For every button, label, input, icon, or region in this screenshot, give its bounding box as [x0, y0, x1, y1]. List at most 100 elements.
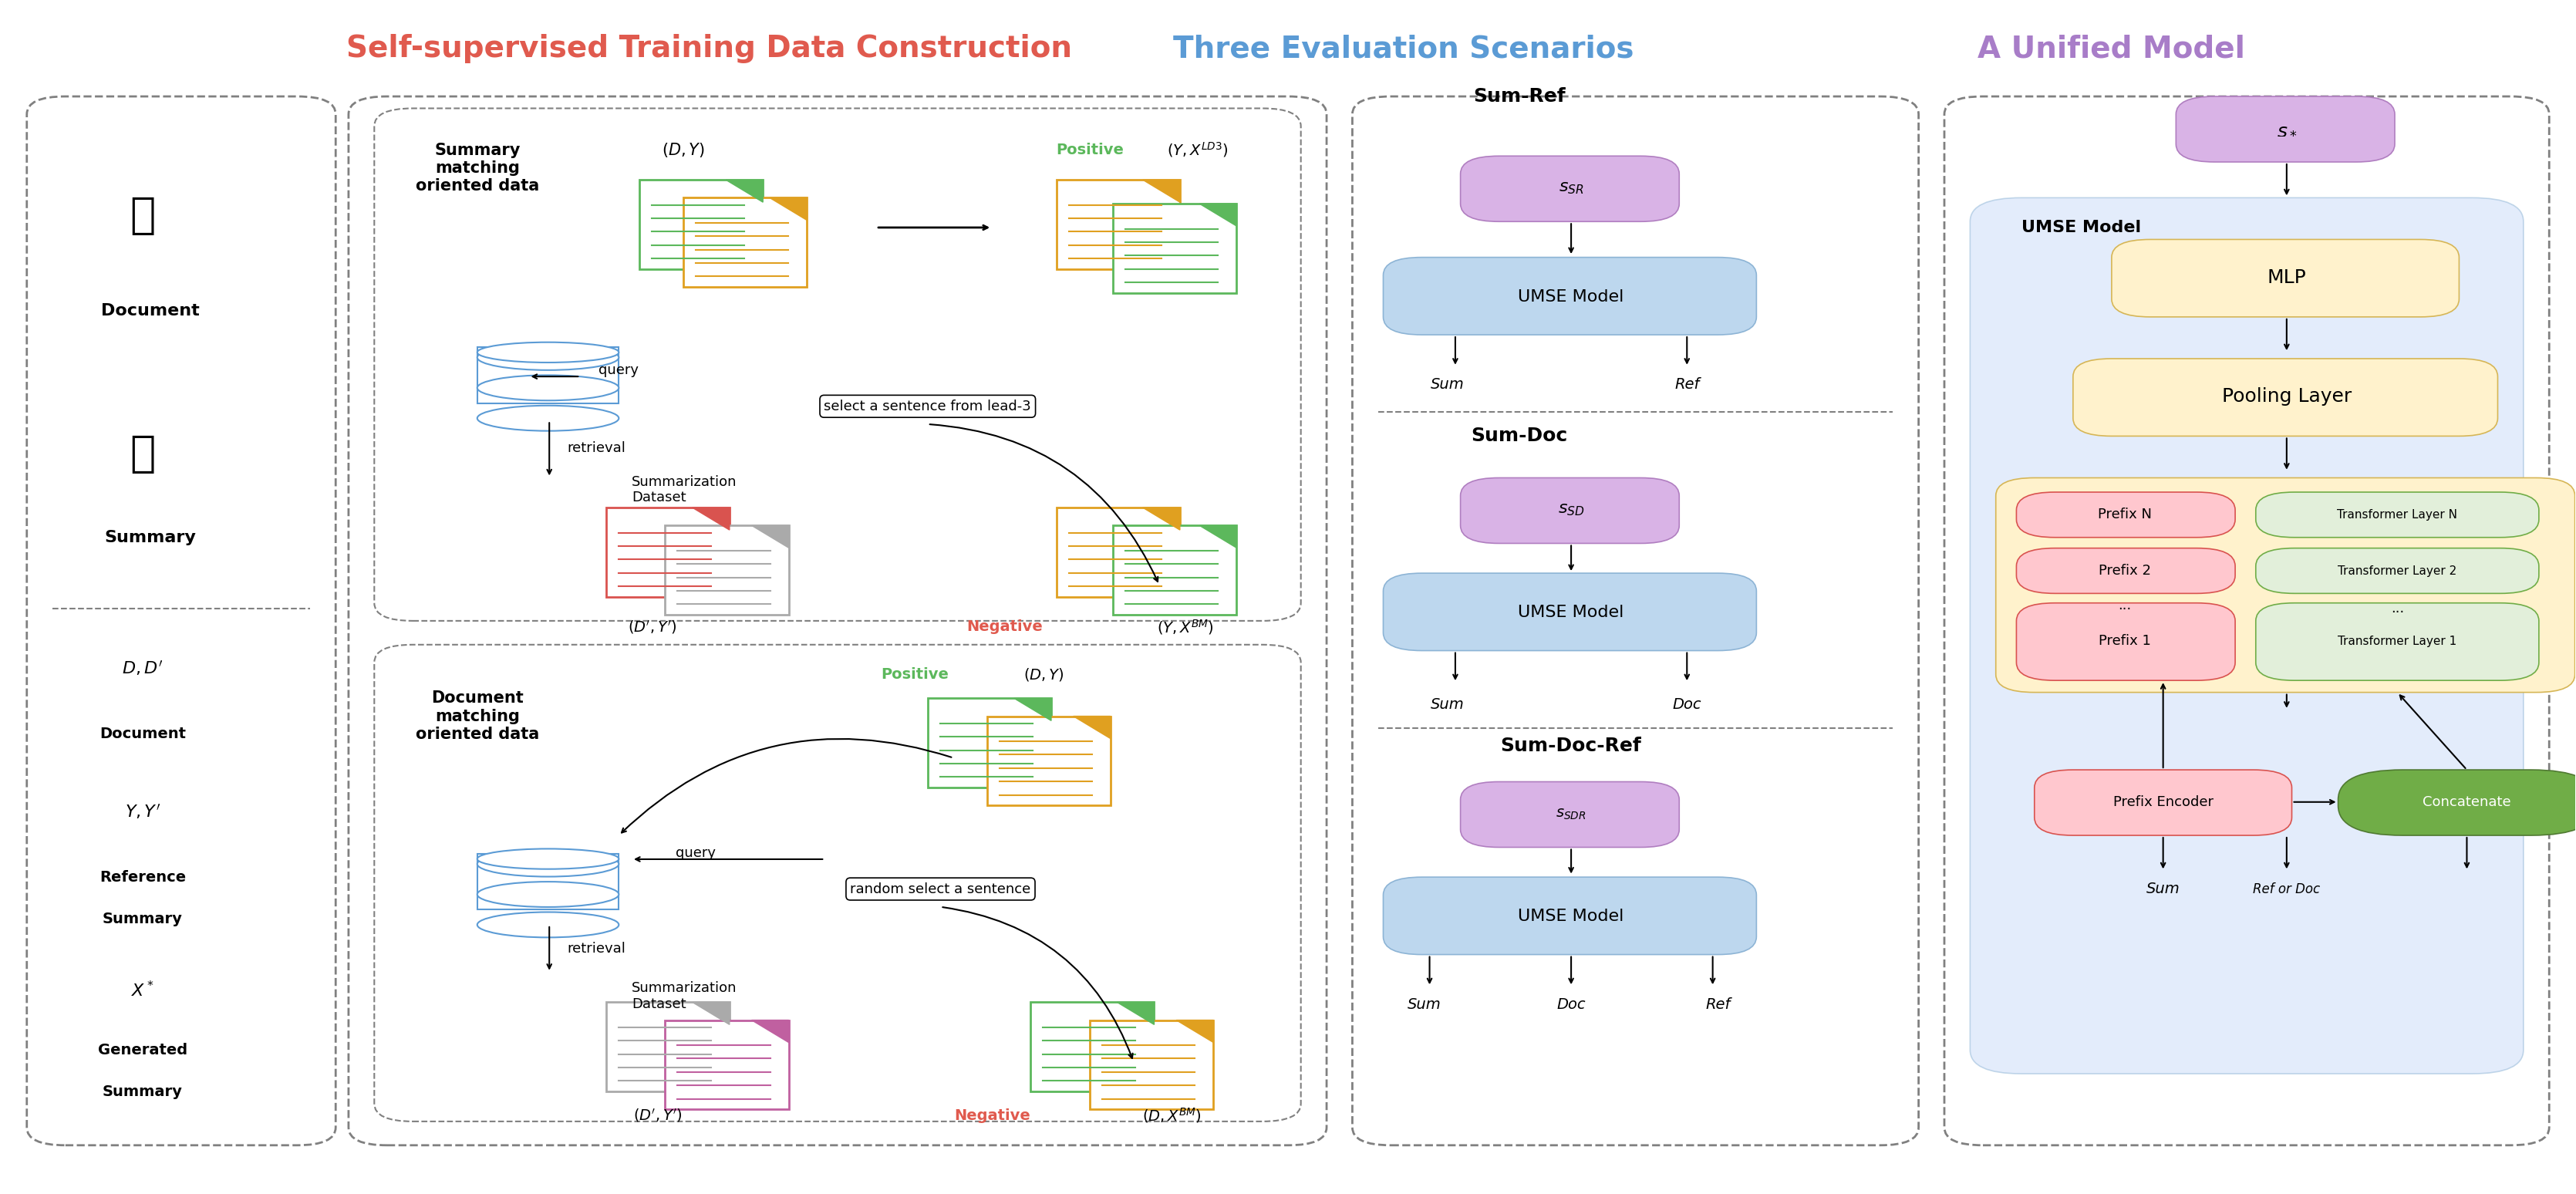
Text: query: query — [675, 847, 716, 860]
Text: Self-supervised Training Data Construction: Self-supervised Training Data Constructi… — [345, 35, 1072, 63]
Polygon shape — [693, 507, 729, 530]
Polygon shape — [1177, 1020, 1213, 1042]
Text: Summarization
Dataset: Summarization Dataset — [631, 981, 737, 1011]
Text: Sum-Ref: Sum-Ref — [1473, 87, 1566, 106]
Text: Pooling Layer: Pooling Layer — [2221, 388, 2352, 406]
Text: UMSE Model: UMSE Model — [1517, 909, 1623, 924]
FancyBboxPatch shape — [2177, 97, 2396, 162]
Text: $s_{SDR}$: $s_{SDR}$ — [1556, 807, 1587, 821]
Text: 📄: 📄 — [129, 195, 155, 236]
Polygon shape — [477, 854, 618, 910]
Text: Positive: Positive — [881, 667, 948, 682]
FancyBboxPatch shape — [1461, 478, 1680, 543]
Text: Prefix 1: Prefix 1 — [2099, 634, 2151, 648]
Text: Document
matching
oriented data: Document matching oriented data — [415, 690, 538, 741]
Text: Transformer Layer N: Transformer Layer N — [2336, 509, 2458, 521]
FancyBboxPatch shape — [1461, 156, 1680, 222]
FancyBboxPatch shape — [2339, 770, 2576, 836]
FancyBboxPatch shape — [1090, 1020, 1213, 1109]
Polygon shape — [726, 180, 762, 202]
FancyBboxPatch shape — [1113, 204, 1236, 293]
Ellipse shape — [477, 343, 618, 363]
Text: query: query — [598, 364, 639, 377]
FancyBboxPatch shape — [2017, 492, 2236, 537]
Text: $(D, X^{BM})$: $(D, X^{BM})$ — [1144, 1106, 1203, 1125]
Polygon shape — [1118, 1002, 1154, 1024]
FancyBboxPatch shape — [1383, 573, 1757, 651]
Text: MLP: MLP — [2267, 269, 2306, 287]
Text: Ref: Ref — [1674, 377, 1700, 392]
Text: $(D', Y')$: $(D', Y')$ — [634, 1107, 683, 1124]
Text: Summary: Summary — [103, 911, 183, 927]
FancyBboxPatch shape — [2257, 492, 2540, 537]
Text: $(Y, X^{LD3})$: $(Y, X^{LD3})$ — [1167, 141, 1229, 159]
FancyBboxPatch shape — [1996, 478, 2576, 693]
FancyBboxPatch shape — [2017, 603, 2236, 681]
Text: UMSE Model: UMSE Model — [1517, 605, 1623, 620]
Polygon shape — [770, 198, 806, 220]
Text: Sum: Sum — [1430, 697, 1463, 712]
Text: $s_{SD}$: $s_{SD}$ — [1558, 503, 1584, 518]
Text: Summary
matching
oriented data: Summary matching oriented data — [415, 142, 538, 193]
FancyBboxPatch shape — [1461, 782, 1680, 848]
FancyBboxPatch shape — [927, 698, 1051, 788]
Ellipse shape — [477, 375, 618, 400]
FancyBboxPatch shape — [2074, 358, 2499, 436]
FancyBboxPatch shape — [1383, 878, 1757, 954]
Text: $s_{SR}$: $s_{SR}$ — [1558, 180, 1584, 196]
Text: Prefix N: Prefix N — [2097, 507, 2151, 522]
Text: Sum: Sum — [1430, 377, 1463, 392]
Text: ...: ... — [2391, 602, 2403, 616]
FancyBboxPatch shape — [665, 1020, 788, 1109]
Text: Sum: Sum — [2146, 881, 2179, 897]
Text: Negative: Negative — [953, 1108, 1030, 1122]
FancyBboxPatch shape — [639, 180, 762, 269]
FancyBboxPatch shape — [665, 525, 788, 615]
Text: $(D, Y)$: $(D, Y)$ — [662, 141, 706, 159]
FancyBboxPatch shape — [1971, 198, 2524, 1073]
Text: Ref or Doc: Ref or Doc — [2254, 882, 2321, 896]
Text: Sum-Doc: Sum-Doc — [1471, 426, 1569, 445]
Polygon shape — [1015, 698, 1051, 721]
Text: Summary: Summary — [106, 530, 196, 546]
Text: random select a sentence: random select a sentence — [850, 882, 1030, 896]
Ellipse shape — [477, 912, 618, 937]
Polygon shape — [1074, 716, 1110, 739]
Text: ...: ... — [2117, 598, 2130, 613]
FancyBboxPatch shape — [1113, 525, 1236, 615]
Text: Reference: Reference — [100, 869, 185, 885]
Polygon shape — [477, 347, 618, 404]
Text: Summary: Summary — [103, 1084, 183, 1098]
FancyBboxPatch shape — [683, 198, 806, 287]
Text: $X^*$: $X^*$ — [131, 980, 155, 1001]
Text: Sum-Doc-Ref: Sum-Doc-Ref — [1502, 737, 1641, 756]
FancyBboxPatch shape — [2257, 548, 2540, 593]
FancyBboxPatch shape — [2112, 240, 2460, 316]
Text: Ref: Ref — [1705, 997, 1731, 1013]
Text: Three Evaluation Scenarios: Three Evaluation Scenarios — [1175, 35, 1633, 63]
Text: Prefix Encoder: Prefix Encoder — [2112, 795, 2213, 810]
Text: UMSE Model: UMSE Model — [1517, 289, 1623, 304]
FancyBboxPatch shape — [1056, 507, 1180, 597]
Text: Transformer Layer 1: Transformer Layer 1 — [2339, 635, 2458, 647]
Text: $(Y, X^{BM})$: $(Y, X^{BM})$ — [1157, 617, 1213, 636]
Text: Doc: Doc — [1672, 697, 1703, 712]
Text: Document: Document — [100, 303, 198, 319]
Text: Transformer Layer 2: Transformer Layer 2 — [2339, 565, 2458, 577]
Ellipse shape — [477, 849, 618, 869]
Text: $(D', Y')$: $(D', Y')$ — [629, 618, 677, 635]
FancyBboxPatch shape — [605, 507, 729, 597]
Text: select a sentence from lead-3: select a sentence from lead-3 — [824, 399, 1030, 413]
Polygon shape — [752, 525, 788, 548]
Text: Sum: Sum — [1406, 997, 1443, 1013]
FancyBboxPatch shape — [1030, 1002, 1154, 1091]
Text: UMSE Model: UMSE Model — [2022, 220, 2141, 235]
FancyBboxPatch shape — [1383, 258, 1757, 334]
Ellipse shape — [477, 345, 618, 370]
Text: Prefix 2: Prefix 2 — [2099, 564, 2151, 578]
Text: $Y, Y'$: $Y, Y'$ — [124, 802, 160, 820]
Text: Concatenate: Concatenate — [2421, 795, 2512, 810]
Text: Doc: Doc — [1556, 997, 1587, 1013]
FancyBboxPatch shape — [2035, 770, 2293, 836]
Polygon shape — [1200, 204, 1236, 226]
